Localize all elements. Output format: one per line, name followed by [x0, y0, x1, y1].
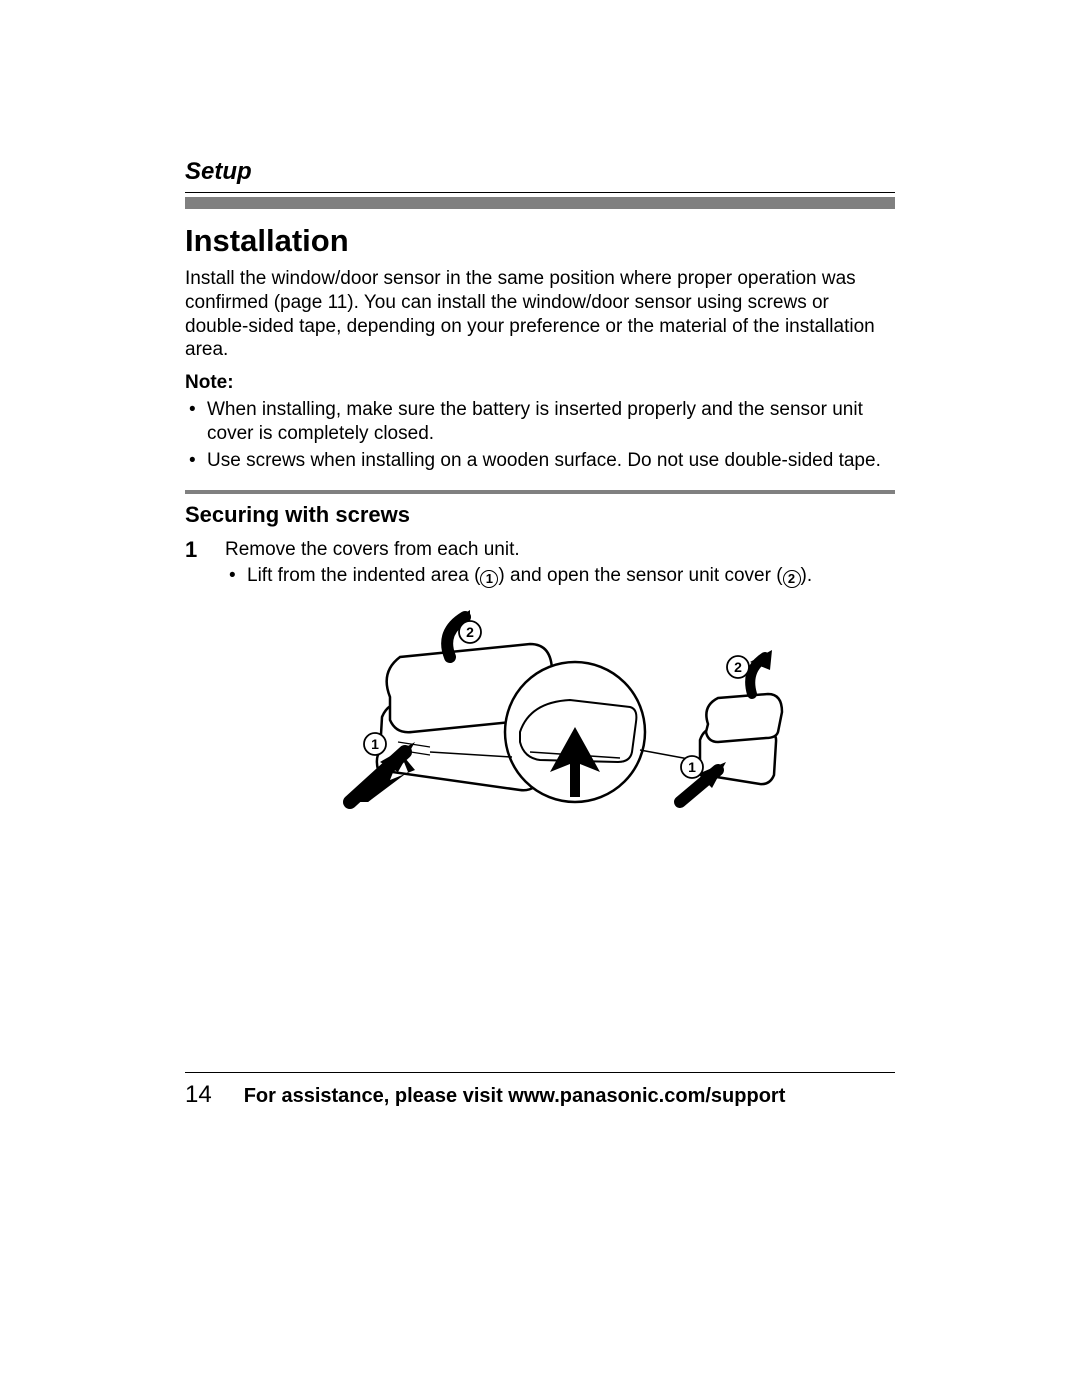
footer-rule — [185, 1072, 895, 1073]
note-item: Use screws when installing on a wooden s… — [185, 449, 895, 473]
step-number: 1 — [185, 538, 205, 827]
intro-paragraph: Install the window/door sensor in the sa… — [185, 267, 895, 362]
step-body: Remove the covers from each unit. Lift f… — [225, 538, 895, 827]
step-sub-bullet: Lift from the indented area (1) and open… — [225, 564, 895, 588]
page-title: Installation — [185, 223, 895, 259]
bullet-text-post: ). — [801, 565, 813, 586]
svg-text:2: 2 — [466, 624, 474, 640]
page-number: 14 — [185, 1081, 212, 1109]
circled-ref-1-icon: 1 — [480, 570, 498, 588]
circled-ref-2-icon: 2 — [783, 570, 801, 588]
step-text: Remove the covers from each unit. — [225, 538, 895, 562]
diagram: 2 1 2 1 — [225, 602, 895, 827]
bullet-text-mid: ) and open the sensor unit cover ( — [498, 565, 782, 586]
step: 1 Remove the covers from each unit. Lift… — [185, 538, 895, 827]
bullet-text-pre: Lift from the indented area ( — [247, 565, 480, 586]
manual-page: Setup Installation Install the window/do… — [0, 0, 1080, 1399]
note-item: When installing, make sure the battery i… — [185, 398, 895, 446]
subsection-title: Securing with screws — [185, 502, 895, 528]
footer-text: For assistance, please visit www.panason… — [244, 1085, 786, 1108]
section-header: Setup — [185, 158, 895, 186]
svg-text:1: 1 — [688, 759, 696, 775]
sensor-diagram-svg: 2 1 2 1 — [320, 602, 800, 822]
callout-1-right: 1 — [681, 756, 703, 778]
callout-2-right: 2 — [727, 656, 749, 678]
note-list: When installing, make sure the battery i… — [185, 398, 895, 472]
svg-text:1: 1 — [371, 736, 379, 752]
subsection-rule — [185, 490, 895, 494]
note-label: Note: — [185, 372, 895, 394]
page-footer: 14 For assistance, please visit www.pana… — [185, 1072, 895, 1109]
callout-1-left: 1 — [364, 733, 386, 755]
header-rule-thin — [185, 192, 895, 193]
step-sub-bullets: Lift from the indented area (1) and open… — [225, 564, 895, 588]
header-rule-thick — [185, 197, 895, 209]
magnifier-circle — [505, 662, 645, 802]
callout-2-left: 2 — [459, 621, 481, 643]
svg-text:2: 2 — [734, 659, 742, 675]
